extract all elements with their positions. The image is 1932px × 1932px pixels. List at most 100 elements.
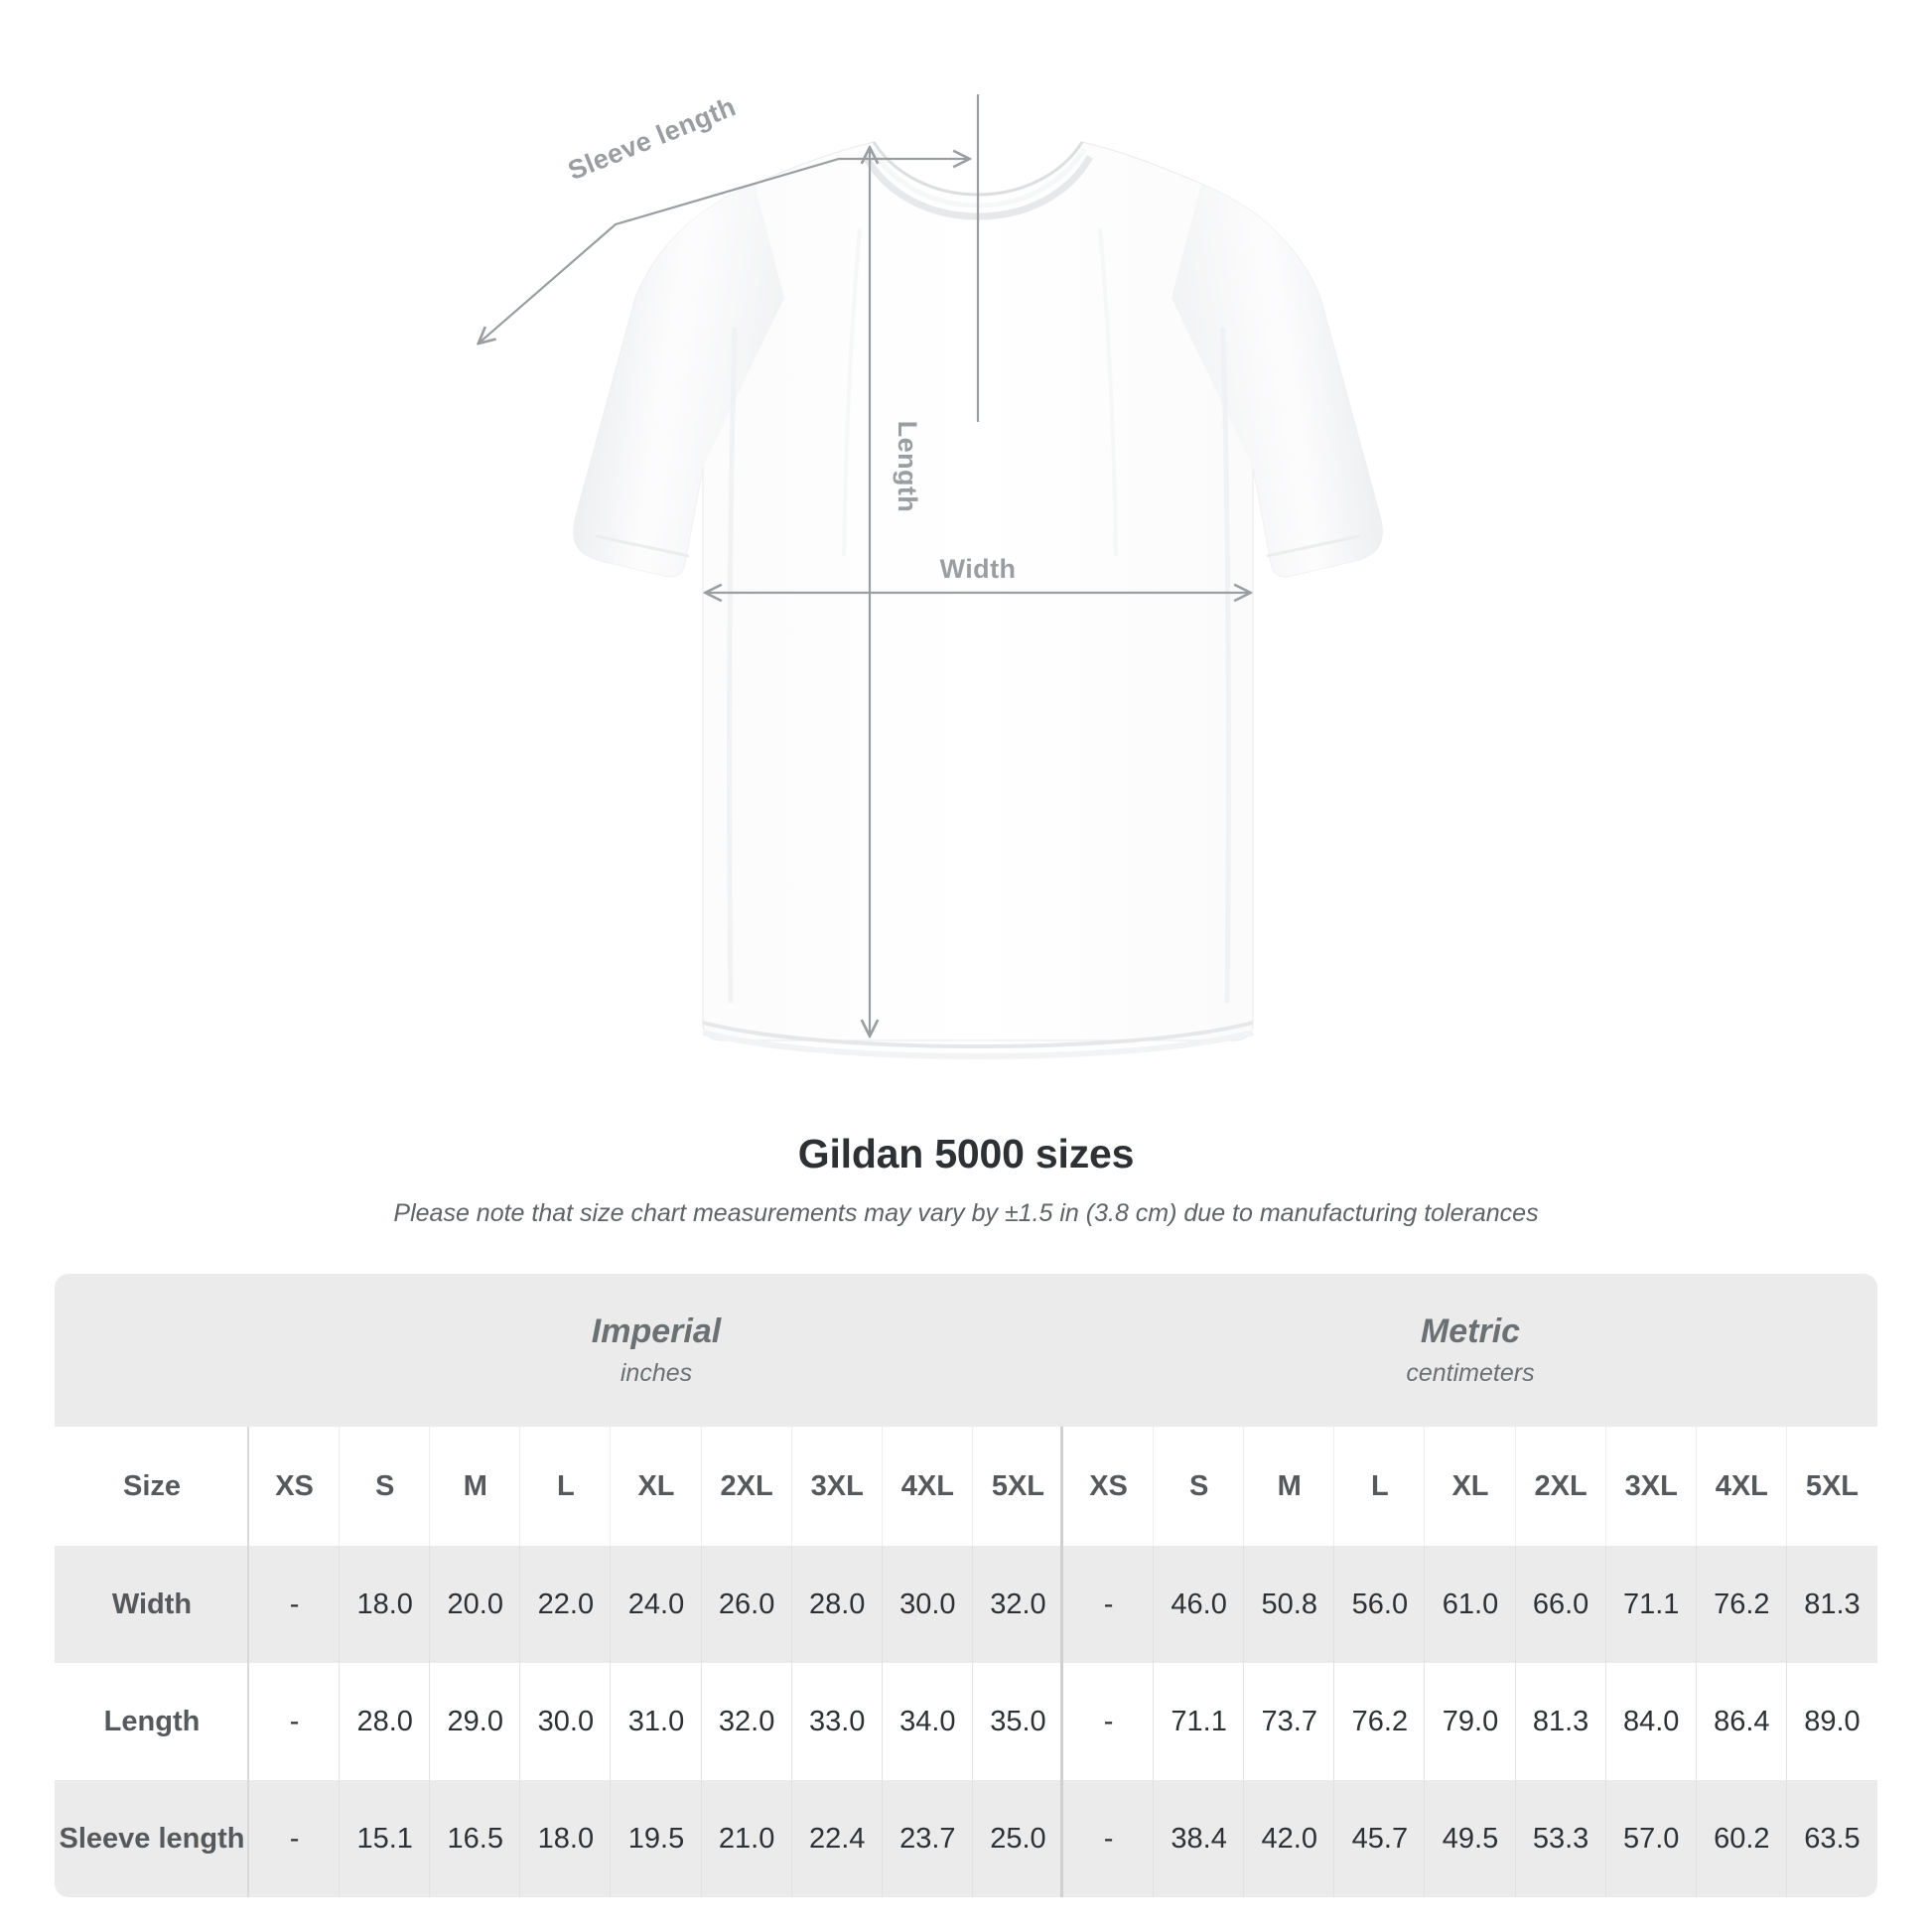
measurement-value: 66.0 (1532, 1587, 1589, 1620)
measurement-cell: 45.7 (1334, 1780, 1426, 1897)
measurement-value: 76.2 (1714, 1587, 1770, 1620)
measurement-value: 50.8 (1261, 1587, 1317, 1620)
measurement-value: 32.0 (990, 1587, 1046, 1620)
column-header-label: L (557, 1469, 575, 1502)
measurement-value: 21.0 (718, 1822, 775, 1855)
column-header-imperial-xs: XS (249, 1427, 341, 1546)
sleeve-length-label: Sleeve length (564, 91, 740, 186)
measurement-value: 49.5 (1442, 1822, 1499, 1855)
column-header-label: XL (1451, 1469, 1489, 1502)
unit-header-imperial: Imperial inches (249, 1274, 1063, 1427)
measurement-cell: 86.4 (1696, 1663, 1787, 1780)
column-header-metric-xl: XL (1425, 1427, 1516, 1546)
unit-system-unit: centimeters (1406, 1359, 1535, 1388)
table-row: Sleeve length - 15.1 16.5 18.0 19.5 21.0 22.4 23… (55, 1780, 1877, 1897)
measurement-cell: 21.0 (701, 1780, 792, 1897)
size-table: Imperial inches Metric centimeters Size XS S M L… (55, 1274, 1877, 1897)
measurement-cell: 35.0 (972, 1663, 1063, 1780)
measurement-value: 29.0 (447, 1705, 503, 1737)
measurement-value: 15.1 (356, 1822, 413, 1855)
measurement-cell: 18.0 (520, 1780, 612, 1897)
measurement-value: 56.0 (1351, 1587, 1409, 1620)
measurement-value: - (1103, 1822, 1114, 1855)
measurement-cell: 15.1 (340, 1780, 431, 1897)
measurement-value: 46.0 (1171, 1587, 1227, 1620)
measurement-cell: 32.0 (972, 1546, 1063, 1663)
measurement-cell: 60.2 (1696, 1780, 1787, 1897)
measurement-value: 18.0 (537, 1822, 595, 1855)
column-header-label: 3XL (1624, 1469, 1678, 1502)
column-header-metric-l: L (1334, 1427, 1426, 1546)
measurement-cell: 53.3 (1515, 1780, 1606, 1897)
measurement-value: 38.4 (1171, 1822, 1227, 1855)
measurement-cell: 71.1 (1154, 1663, 1245, 1780)
tolerance-note: Please note that size chart measurements… (393, 1199, 1539, 1228)
size-column-header: Size (55, 1427, 249, 1546)
measurement-cell: 57.0 (1605, 1780, 1697, 1897)
measurement-value: 45.7 (1351, 1822, 1409, 1855)
measurement-cell: 29.0 (430, 1663, 521, 1780)
measurement-value: - (1103, 1705, 1114, 1737)
measurement-value: 81.3 (1532, 1705, 1589, 1737)
column-header-imperial-xl: XL (611, 1427, 702, 1546)
measurement-value: 32.0 (718, 1705, 775, 1737)
measurement-cell: 73.7 (1244, 1663, 1335, 1780)
measurement-cell: 16.5 (430, 1780, 521, 1897)
measurement-value: 61.0 (1442, 1587, 1499, 1620)
unit-header-metric: Metric centimeters (1062, 1274, 1877, 1427)
unit-system-name: Metric (1420, 1312, 1521, 1351)
column-header-label: XS (1089, 1469, 1128, 1502)
sleeve-length-annotation (480, 94, 980, 422)
measurement-value: 20.0 (447, 1587, 503, 1620)
unit-system-name: Imperial (591, 1312, 722, 1351)
measurement-value: 71.1 (1171, 1705, 1227, 1737)
measurement-cell: 42.0 (1244, 1780, 1335, 1897)
measurement-cell: 23.7 (882, 1780, 973, 1897)
column-header-label: M (463, 1469, 487, 1502)
column-header-label: 3XL (810, 1469, 864, 1502)
measurement-value: 22.4 (808, 1822, 866, 1855)
column-header-imperial-5xl: 5XL (972, 1427, 1063, 1546)
measurement-cell: 81.3 (1515, 1663, 1606, 1780)
column-header-label: 4XL (900, 1469, 954, 1502)
measurement-cell: 50.8 (1244, 1546, 1335, 1663)
column-header-imperial-3xl: 3XL (791, 1427, 883, 1546)
title-block: Gildan 5000 sizes Please note that size … (0, 1131, 1932, 1228)
measurement-cell: 30.0 (882, 1546, 973, 1663)
unit-header-row: Imperial inches Metric centimeters (55, 1274, 1877, 1427)
size-header-label: Size (122, 1469, 182, 1502)
measurement-value: 23.7 (899, 1822, 956, 1855)
measurement-cell: 19.5 (611, 1780, 702, 1897)
table-row: Length - 28.0 29.0 30.0 31.0 32.0 33.0 34.0 35.0 -… (55, 1663, 1877, 1780)
measurement-cell: 71.1 (1605, 1546, 1697, 1663)
column-header-metric-s: S (1154, 1427, 1245, 1546)
measurement-cell: - (249, 1780, 341, 1897)
measurement-value: - (1103, 1587, 1114, 1620)
measurement-cell: 34.0 (882, 1663, 973, 1780)
measurement-cell: 56.0 (1334, 1546, 1426, 1663)
column-header-metric-3xl: 3XL (1605, 1427, 1697, 1546)
row-label: Length (103, 1705, 201, 1737)
row-label-cell: Width (55, 1546, 249, 1663)
measurement-value: 76.2 (1351, 1705, 1409, 1737)
measurement-value: 30.0 (537, 1705, 595, 1737)
measurement-cell: 28.0 (340, 1663, 431, 1780)
measurement-value: 24.0 (627, 1587, 685, 1620)
measurement-cell: - (249, 1546, 341, 1663)
measurement-value: 18.0 (356, 1587, 413, 1620)
measurement-value: 30.0 (899, 1587, 956, 1620)
table-row: Width - 18.0 20.0 22.0 24.0 26.0 28.0 30.0 32.0 - 4… (55, 1546, 1877, 1663)
measurement-cell: 84.0 (1605, 1663, 1697, 1780)
measurement-cell: 89.0 (1786, 1663, 1877, 1780)
measurement-cell: 32.0 (701, 1663, 792, 1780)
measurement-value: 26.0 (718, 1587, 775, 1620)
measurement-cell: - (249, 1663, 341, 1780)
measurement-cell: 66.0 (1515, 1546, 1606, 1663)
measurement-value: 79.0 (1442, 1705, 1499, 1737)
measurement-value: 73.7 (1261, 1705, 1317, 1737)
measurement-cell: 30.0 (520, 1663, 612, 1780)
column-header-label: 5XL (1805, 1469, 1860, 1502)
row-label-cell: Sleeve length (55, 1780, 249, 1897)
measurement-cell: 22.0 (520, 1546, 612, 1663)
measurement-value: 84.0 (1622, 1705, 1680, 1737)
